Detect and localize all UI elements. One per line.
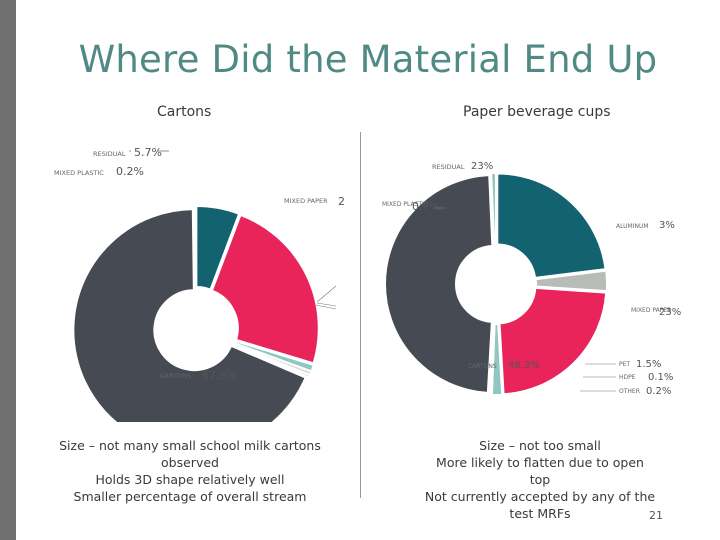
cartons-leader-small-1 xyxy=(316,285,337,303)
cups-pct-other: 0.2% xyxy=(646,386,671,397)
cartons-slice-residual xyxy=(195,205,241,291)
cups-label-hdpe: HDPE xyxy=(619,374,636,381)
cups-note-line: test MRFs xyxy=(509,506,571,521)
cups-slice-cartons xyxy=(384,174,494,394)
cartons-leader-small-2 xyxy=(316,302,337,307)
cups-label-mixed-plastic: MIXED PLASTIC xyxy=(382,201,428,208)
column-divider xyxy=(360,132,361,498)
cartons-slice-cartons xyxy=(72,208,307,422)
cups-pie-chart: RESIDUAL 23% MIXED PLASTIC 0.7% ALUMINUM… xyxy=(382,161,681,397)
cups-slice-residual xyxy=(496,172,607,279)
cartons-slice-unlabeled xyxy=(233,343,312,379)
cups-note-line: top xyxy=(529,472,551,487)
cups-pct-residual: 23% xyxy=(471,161,493,172)
cups-label-pet: PET xyxy=(619,361,630,368)
cups-pct-cartons: 48.3% xyxy=(508,360,540,371)
cartons-pct-mixed-plastic: 0.2% xyxy=(116,165,144,178)
cartons-note-line: Smaller percentage of overall stream xyxy=(73,489,307,504)
cartons-label-mixed-plastic: MIXED PLASTIC xyxy=(54,169,104,177)
cups-label-aluminum: ALUMINUM xyxy=(616,223,649,230)
cartons-pct-residual: 5.7% xyxy=(134,146,162,159)
cartons-slice-mixed-paper xyxy=(210,213,320,365)
cups-slice-aluminum xyxy=(534,269,608,293)
cups-pct-pet: 1.5% xyxy=(636,359,661,370)
slide-sidebar-bar xyxy=(0,0,16,540)
cartons-pct-cartons: 67.9% xyxy=(202,369,237,382)
cups-heading: Paper beverage cups xyxy=(463,104,611,120)
cartons-heading: Cartons xyxy=(157,104,212,120)
cartons-note-line: Holds 3D shape relatively well xyxy=(95,472,285,487)
cups-label-cartons: CARTONS xyxy=(468,363,497,370)
cartons-notes: Size – not many small school milk carton… xyxy=(30,437,350,505)
cartons-slice-mixed-plastic xyxy=(193,204,197,289)
cups-label-mixed-paper: MIXED PAPER xyxy=(631,307,671,314)
cups-slice-other xyxy=(488,322,496,396)
cartons-leader-small-3 xyxy=(315,304,337,310)
cups-label-other: OTHER xyxy=(619,388,640,395)
cups-note-line: More likely to flatten due to open xyxy=(436,455,644,470)
cartons-label-residual: RESIDUAL xyxy=(93,150,126,158)
cartons-note-line: Size – not many small school milk carton… xyxy=(59,438,321,470)
cups-slice-mixed-paper xyxy=(498,286,608,396)
cups-pct-mixed-plastic: 0.7% xyxy=(412,200,440,213)
cups-pct-hdpe: 0.1% xyxy=(648,372,673,383)
cartons-label-cartons: CARTONS xyxy=(160,372,191,380)
slide-title: Where Did the Material End Up xyxy=(78,38,658,81)
cartons-pct-mixed-paper: 2 xyxy=(338,195,345,208)
cups-pct-aluminum: 3% xyxy=(659,220,675,231)
cups-notes: Size – not too small More likely to flat… xyxy=(420,437,660,522)
cups-note-line: Size – not too small xyxy=(479,438,601,453)
slide-number: 21 xyxy=(649,509,663,522)
cartons-label-mixed-paper: MIXED PAPER xyxy=(284,197,328,205)
cups-note-line: Not currently accepted by any of the xyxy=(424,489,656,504)
cups-label-residual: RESIDUAL xyxy=(432,163,465,171)
cartons-pie-chart: RESIDUAL 5.7% MIXED PLASTIC 0.2% MIXED P… xyxy=(54,146,345,422)
cups-pct-mixed-paper: 23% xyxy=(659,307,681,318)
cups-slice-mixed-plastic xyxy=(490,172,497,246)
